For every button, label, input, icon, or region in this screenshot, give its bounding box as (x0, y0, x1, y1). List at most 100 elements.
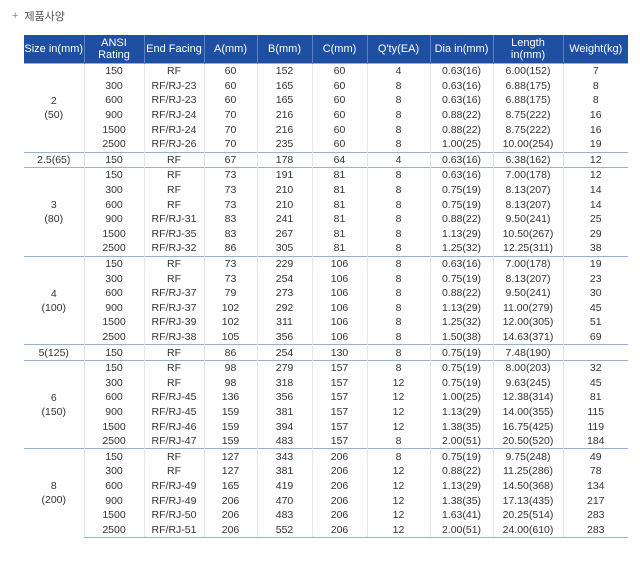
c-value-cell: 60 (311, 93, 367, 108)
end-facing-cell: RF/RJ-35 (143, 226, 204, 242)
end-facing-cell: RF/RJ-46 (143, 419, 204, 434)
dia-value-cell: 2.00(51) (429, 522, 493, 539)
b-value-cell: 292 (256, 300, 312, 316)
length-value-cell: 8.75(222) (492, 122, 563, 137)
a-value-cell: 127 (203, 448, 257, 465)
end-facing-cell: RF/RJ-23 (143, 93, 204, 108)
table-row: 600 RF/RJ-49 165 419 206 12 1.13(29) 14.50(368)… (24, 478, 628, 494)
b-value-cell: 165 (256, 78, 312, 94)
weight-value-cell: 7 (562, 62, 628, 79)
b-value-cell: 483 (256, 507, 312, 523)
qty-value-cell: 8 (366, 344, 430, 361)
header-c: C(mm) (311, 35, 367, 64)
a-value-cell: 86 (203, 344, 257, 361)
size-label: 2.5(65) (37, 153, 71, 166)
a-value-cell: 73 (203, 182, 257, 198)
a-value-cell: 98 (203, 359, 257, 376)
length-value-cell: 10.00(254) (492, 136, 563, 153)
ansi-rating-cell: 2500 (83, 522, 144, 539)
weight-value-cell: 23 (562, 271, 628, 286)
end-facing-cell: RF (143, 464, 204, 479)
qty-value-cell: 8 (366, 197, 430, 212)
table-row: 6 (150) 150 RF 98 279 157 8 0.75(19) 8.00(203) 32 (24, 359, 628, 449)
b-value-cell: 178 (256, 151, 312, 168)
a-value-cell: 159 (203, 433, 257, 449)
length-value-cell: 9.63(245) (492, 375, 563, 391)
table-row: 5(125) 150 RF 86 254 130 8 0.75(19) 7.48(190) (24, 344, 628, 361)
weight-value-cell: 32 (562, 359, 628, 376)
length-value-cell: 6.38(162) (492, 151, 563, 168)
a-value-cell: 206 (203, 493, 257, 508)
length-value-cell: 7.48(190) (492, 344, 563, 361)
dia-value-cell: 2.00(51) (429, 433, 493, 449)
weight-value-cell: 184 (562, 433, 628, 449)
qty-value-cell: 8 (366, 359, 430, 376)
b-value-cell: 279 (256, 359, 312, 376)
a-value-cell: 73 (203, 167, 257, 183)
c-value-cell: 106 (311, 255, 367, 272)
dia-value-cell: 0.75(19) (429, 197, 493, 212)
end-facing-cell: RF/RJ-31 (143, 211, 204, 227)
qty-value-cell: 8 (366, 255, 430, 272)
qty-value-cell: 8 (366, 329, 430, 345)
weight-value-cell: 134 (562, 478, 628, 494)
weight-value-cell: 49 (562, 448, 628, 465)
b-value-cell: 216 (256, 122, 312, 137)
dia-value-cell: 0.75(19) (429, 344, 493, 361)
table-row: 2 (50) 150 RF 60 152 60 4 0.63(16) 6.00(152) 7 (24, 62, 628, 153)
end-facing-cell: RF (143, 375, 204, 391)
length-value-cell: 6.88(175) (492, 78, 563, 94)
length-value-cell: 12.38(314) (492, 390, 563, 405)
length-value-cell: 9.75(248) (492, 448, 563, 465)
table-row: 900 RF/RJ-31 83 241 81 8 0.88(22) 9.50(241) 25 (24, 211, 628, 227)
ansi-rating-cell: 2500 (83, 329, 144, 345)
a-value-cell: 165 (203, 478, 257, 494)
length-value-cell: 16.75(425) (492, 419, 563, 434)
dia-value-cell: 1.13(29) (429, 226, 493, 242)
size-cell: 3 (80) (24, 167, 84, 257)
dia-value-cell: 0.75(19) (429, 359, 493, 376)
end-facing-cell: RF (143, 151, 204, 168)
qty-value-cell: 8 (366, 300, 430, 316)
dia-value-cell: 1.00(25) (429, 136, 493, 153)
ansi-rating-cell: 2500 (83, 136, 144, 153)
length-value-cell: 11.00(279) (492, 300, 563, 316)
dia-value-cell: 1.13(29) (429, 478, 493, 494)
qty-value-cell: 12 (366, 375, 430, 391)
qty-value-cell: 12 (366, 522, 430, 539)
weight-value-cell: 119 (562, 419, 628, 434)
size-mm-label: (150) (41, 405, 66, 418)
dia-value-cell: 0.88(22) (429, 464, 493, 479)
ansi-rating-cell: 900 (83, 211, 144, 227)
b-value-cell: 267 (256, 226, 312, 242)
table-row: 300 RF/RJ-23 60 165 60 8 0.63(16) 6.88(175) 8 (24, 78, 628, 94)
b-value-cell: 273 (256, 285, 312, 301)
dia-value-cell: 1.25(32) (429, 241, 493, 257)
end-facing-cell: RF/RJ-26 (143, 136, 204, 153)
weight-value-cell: 14 (562, 197, 628, 212)
c-value-cell: 157 (311, 419, 367, 434)
a-value-cell: 70 (203, 107, 257, 123)
ansi-rating-cell: 1500 (83, 122, 144, 137)
weight-value-cell: 8 (562, 93, 628, 108)
qty-value-cell: 8 (366, 241, 430, 257)
length-value-cell: 20.25(514) (492, 507, 563, 523)
c-value-cell: 81 (311, 167, 367, 183)
dia-value-cell: 1.25(32) (429, 315, 493, 330)
length-value-cell: 9.50(241) (492, 211, 563, 227)
c-value-cell: 106 (311, 315, 367, 330)
size-label: 2 (50, 94, 57, 107)
weight-value-cell: 45 (562, 375, 628, 391)
c-value-cell: 81 (311, 182, 367, 198)
qty-value-cell: 8 (366, 122, 430, 137)
end-facing-cell: RF (143, 182, 204, 198)
c-value-cell: 106 (311, 329, 367, 345)
end-facing-cell: RF/RJ-47 (143, 433, 204, 449)
end-facing-cell: RF/RJ-39 (143, 315, 204, 330)
b-value-cell: 216 (256, 107, 312, 123)
header-a: A(mm) (203, 35, 257, 64)
ansi-rating-cell: 2500 (83, 433, 144, 449)
table-row: 4 (100) 150 RF 73 229 106 8 0.63(16) 7.00(178) 19 (24, 255, 628, 345)
length-value-cell: 8.13(207) (492, 271, 563, 286)
dia-value-cell: 0.75(19) (429, 182, 493, 198)
